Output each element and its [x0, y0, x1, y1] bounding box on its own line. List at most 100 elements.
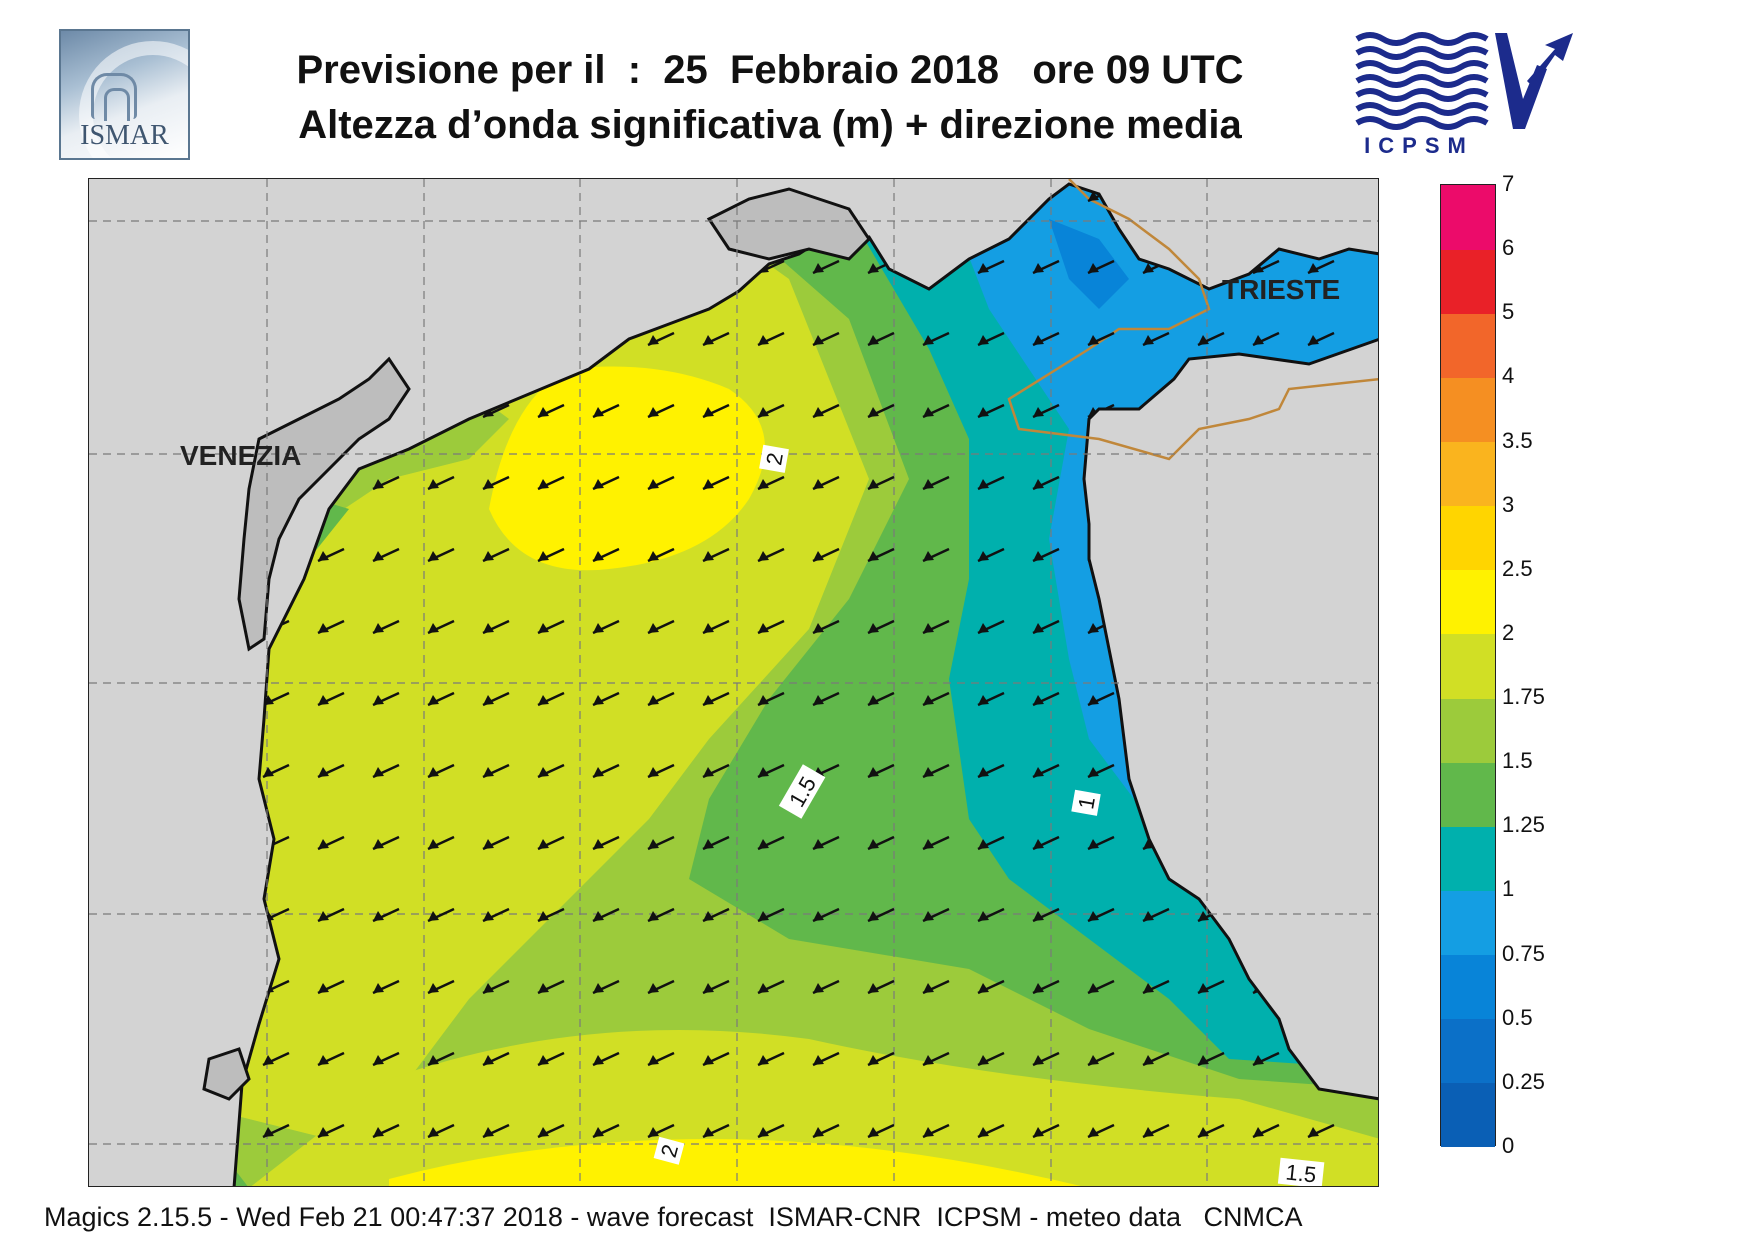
- arrow-icon: [702, 763, 730, 779]
- arrow-icon: [757, 331, 785, 347]
- arrow-icon: [482, 979, 510, 995]
- legend-level-label: 6: [1502, 235, 1515, 261]
- arrow-icon: [1032, 475, 1060, 491]
- arrow-icon: [867, 1051, 895, 1067]
- arrow-icon: [372, 475, 400, 491]
- arrow-icon: [647, 403, 675, 419]
- arrow-icon: [482, 475, 510, 491]
- arrow-icon: [372, 1051, 400, 1067]
- arrow-icon: [977, 1123, 1005, 1139]
- arrow-icon: [482, 619, 510, 635]
- arrow-icon: [922, 691, 950, 707]
- arrow-icon: [812, 835, 840, 851]
- arrow-icon: [922, 403, 950, 419]
- ismar-logo-icon: ISMAR: [59, 29, 190, 160]
- legend-color-segment: [1441, 569, 1495, 635]
- arrow-icon: [1197, 1123, 1225, 1139]
- arrow-icon: [977, 331, 1005, 347]
- arrow-icon: [537, 763, 565, 779]
- arrow-icon: [592, 763, 620, 779]
- arrow-icon: [537, 907, 565, 923]
- arrow-icon: [482, 691, 510, 707]
- arrow-icon: [1142, 1123, 1170, 1139]
- arrow-icon: [1087, 979, 1115, 995]
- arrow-icon: [482, 547, 510, 563]
- contour-label: 1.5: [1285, 1159, 1318, 1187]
- icpsm-waves-icon: [1355, 32, 1573, 130]
- ismar-mark-icon: [91, 73, 137, 121]
- arrow-icon: [482, 763, 510, 779]
- arrow-icon: [977, 835, 1005, 851]
- arrow-icon: [812, 331, 840, 347]
- arrow-icon: [262, 763, 290, 779]
- arrow-icon: [977, 763, 1005, 779]
- arrow-icon: [1087, 907, 1115, 923]
- arrow-icon: [317, 907, 345, 923]
- arrow-icon: [317, 763, 345, 779]
- arrow-icon: [537, 835, 565, 851]
- arrow-icon: [262, 1051, 290, 1067]
- arrow-icon: [1252, 259, 1280, 275]
- arrow-icon: [647, 1051, 675, 1067]
- legend-color-segment: [1441, 505, 1495, 571]
- arrow-icon: [372, 691, 400, 707]
- arrow-icon: [592, 619, 620, 635]
- arrow-icon: [372, 979, 400, 995]
- arrow-icon: [427, 475, 455, 491]
- page-subtitle: Altezza d’onda significativa (m) + direz…: [298, 103, 1242, 147]
- arrow-icon: [1032, 547, 1060, 563]
- legend-level-label: 1.25: [1502, 812, 1545, 838]
- legend-level-label: 7: [1502, 171, 1515, 196]
- arrow-icon: [867, 1123, 895, 1139]
- legend-level-label: 1.5: [1502, 748, 1533, 774]
- arrow-icon: [372, 907, 400, 923]
- legend-color-segment: [1441, 313, 1495, 378]
- arrow-icon: [977, 547, 1005, 563]
- arrow-icon: [922, 979, 950, 995]
- arrow-icon: [262, 691, 290, 707]
- arrow-icon: [317, 691, 345, 707]
- arrow-icon: [1142, 907, 1170, 923]
- arrow-icon: [812, 1123, 840, 1139]
- arrow-icon: [977, 259, 1005, 275]
- arrow-icon: [647, 907, 675, 923]
- arrow-icon: [1032, 835, 1060, 851]
- arrow-icon: [1032, 619, 1060, 635]
- legend-level-label: 1: [1502, 876, 1515, 902]
- arrow-icon: [647, 979, 675, 995]
- arrow-icon: [1087, 1123, 1115, 1139]
- arrow-icon: [977, 1051, 1005, 1067]
- arrow-icon: [922, 547, 950, 563]
- arrow-icon: [702, 1051, 730, 1067]
- arrow-icon: [1032, 1123, 1060, 1139]
- contour-label: 1: [1073, 795, 1100, 811]
- legend-color-segment: [1441, 1082, 1495, 1148]
- legend-level-label: 4: [1502, 363, 1515, 389]
- legend-color-segment: [1441, 1018, 1495, 1084]
- arrow-icon: [867, 619, 895, 635]
- arrow-icon: [922, 619, 950, 635]
- arrow-icon: [922, 1051, 950, 1067]
- arrow-icon: [867, 403, 895, 419]
- arrow-icon: [372, 763, 400, 779]
- arrow-icon: [317, 979, 345, 995]
- arrow-icon: [812, 619, 840, 635]
- venice-lagoon: [202, 187, 871, 1101]
- arrow-icon: [702, 835, 730, 851]
- arrow-icon: [592, 1051, 620, 1067]
- arrow-icon: [1142, 1051, 1170, 1067]
- arrow-icon: [757, 835, 785, 851]
- legend-level-label: 2: [1502, 619, 1515, 645]
- arrow-icon: [977, 907, 1005, 923]
- legend-level-label: 0.75: [1502, 940, 1545, 966]
- arrow-icon: [372, 835, 400, 851]
- arrow-icon: [867, 979, 895, 995]
- arrow-icon: [977, 403, 1005, 419]
- arrow-icon: [702, 907, 730, 923]
- arrow-icon: [867, 547, 895, 563]
- arrow-icon: [537, 547, 565, 563]
- arrow-icon: [702, 619, 730, 635]
- arrow-icon: [262, 1123, 290, 1139]
- arrow-icon: [647, 691, 675, 707]
- legend-color-segment: [1441, 762, 1495, 827]
